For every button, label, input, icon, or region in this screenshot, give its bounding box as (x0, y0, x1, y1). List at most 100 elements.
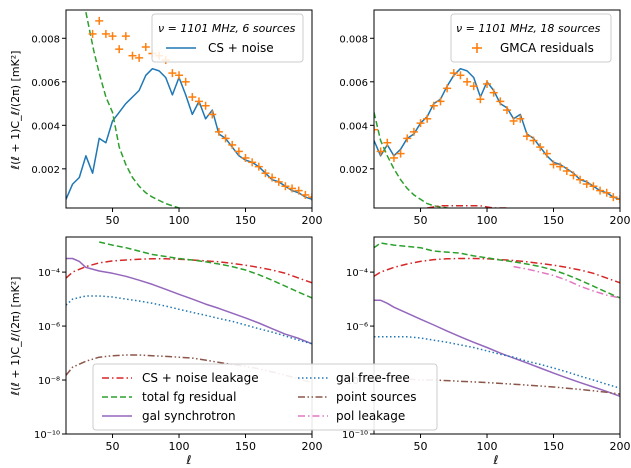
y-tick-label: 0.002 (339, 165, 368, 176)
axes-frame (65, 9, 313, 209)
x-tick-label: 200 (302, 440, 323, 453)
series-line-gal-synchrotron (66, 257, 312, 345)
x-tick-label: 150 (543, 440, 564, 453)
legend-entry-gmca: GMCA residuals (500, 41, 594, 55)
data-point (288, 184, 297, 193)
data-point (108, 32, 117, 41)
series-line-gal-synchrotron (374, 299, 620, 398)
x-tick-label: 50 (106, 440, 120, 453)
data-point (141, 42, 150, 51)
data-point (374, 125, 378, 134)
x-tick-label: 150 (235, 440, 256, 453)
data-point (194, 97, 203, 106)
axes-frame (373, 9, 621, 209)
y-tick-label: 10⁻⁶ (346, 322, 368, 333)
data-point (308, 193, 312, 202)
data-point (443, 84, 452, 93)
data-point (416, 119, 425, 128)
panel-top-right: 50 100 150 200 0.002 0.004 0.006 0.008 (339, 9, 631, 227)
y-tick-label: 0.004 (339, 121, 368, 132)
data-point (214, 127, 223, 136)
axes-frame (65, 236, 313, 435)
legend-bottom: CS + noise leakage total fg residual gal s… (92, 363, 438, 431)
data-point (175, 71, 184, 80)
y-tick-label: 10⁻¹⁰ (342, 430, 368, 441)
y-tick-label: 10⁻⁶ (38, 322, 60, 333)
ylabel-bottom: ℓ(ℓ + 1)C_ℓ/(2π) [mK²] (9, 277, 22, 397)
data-point (201, 101, 210, 110)
x-tick-label: 100 (169, 214, 190, 227)
x-tick-label: 100 (477, 440, 498, 453)
data-point (95, 16, 104, 25)
y-tick-label: 0.006 (31, 78, 60, 89)
data-point (456, 71, 465, 80)
series-gmca-residuals (374, 69, 620, 204)
data-point (301, 190, 310, 199)
data-point (542, 149, 551, 158)
y-tick-label: 0.002 (31, 165, 60, 176)
y-tick-label: 0.008 (339, 34, 368, 45)
data-point (228, 140, 237, 149)
data-point (221, 134, 230, 143)
legend-top-right: ν = 1101 MHz, 18 sources GMCA residuals (450, 13, 612, 63)
data-point (576, 175, 585, 184)
data-point (429, 101, 438, 110)
legend-label: CS + noise leakage (142, 371, 259, 385)
data-point (403, 134, 412, 143)
data-point (463, 77, 472, 86)
data-point (509, 116, 518, 125)
series-line-total-fg-residual (374, 242, 620, 299)
data-point (569, 171, 578, 180)
legend-label: point sources (336, 390, 417, 404)
y-tick-label: 0.004 (31, 121, 60, 132)
data-point (383, 138, 392, 147)
data-point (436, 97, 445, 106)
plot-area (66, 241, 312, 384)
series-line-cs-noise-leakage (374, 257, 620, 284)
series-line-pol-leakage (513, 265, 620, 299)
data-point (208, 110, 217, 119)
series-line-series-1 (374, 112, 452, 208)
series-line-series-2 (427, 205, 507, 208)
x-tick-label: 150 (543, 214, 564, 227)
data-point (396, 149, 405, 158)
series-line-total-fg-residual (99, 241, 312, 299)
data-point (135, 53, 144, 62)
legend-title-top-right: ν = 1101 MHz, 18 sources (456, 22, 601, 35)
data-point (294, 186, 303, 195)
data-point (602, 188, 611, 197)
data-point (616, 195, 620, 204)
y-tick-label: 10⁻⁴ (346, 268, 368, 279)
legend-marker-gmca (472, 43, 482, 53)
data-point (536, 143, 545, 152)
data-point (121, 32, 130, 41)
y-tick-label: 0.008 (31, 34, 60, 45)
legend-label: pol leakage (336, 409, 405, 423)
ylabel-top: ℓ(ℓ + 1)C_ℓ/(2π) [mK²] (9, 51, 22, 171)
data-point (483, 79, 492, 88)
series-line-series-1 (85, 12, 184, 208)
data-point (409, 127, 418, 136)
data-point (88, 29, 97, 38)
y-tick-label: 10⁻⁸ (38, 376, 60, 387)
x-tick-label: 50 (414, 440, 428, 453)
data-point (376, 147, 385, 156)
legend-label: gal free-free (336, 371, 410, 385)
y-tick-label: 10⁻⁴ (38, 268, 60, 279)
data-point (181, 77, 190, 86)
x-tick-label: 200 (302, 214, 323, 227)
y-tick-label: 0.006 (339, 78, 368, 89)
data-point (234, 147, 243, 156)
data-point (268, 173, 277, 182)
data-point (496, 97, 505, 106)
series-line-gal-free-free (374, 336, 620, 389)
data-point (469, 82, 478, 91)
y-tick-label: 10⁻¹⁰ (34, 430, 60, 441)
legend-title-top-left: ν = 1101 MHz, 6 sources (158, 22, 296, 35)
data-point (261, 169, 270, 178)
data-point (589, 182, 598, 191)
data-point (281, 182, 290, 191)
plot-area (374, 67, 620, 208)
data-point (254, 162, 263, 171)
